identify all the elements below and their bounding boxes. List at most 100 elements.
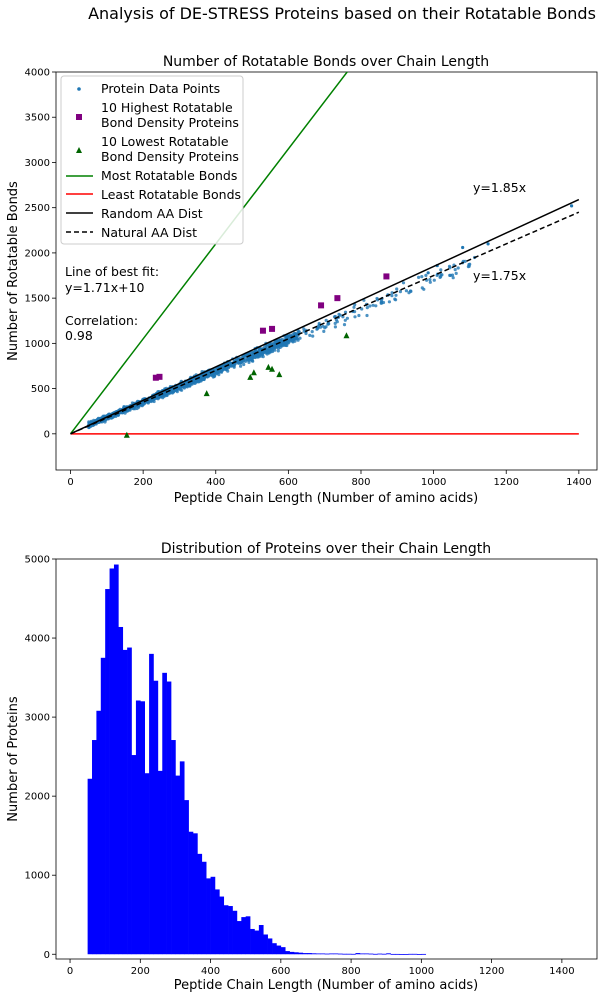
protein-data-point [237, 361, 241, 365]
protein-data-point [357, 313, 361, 318]
scatter-axes-frame [55, 71, 598, 471]
protein-data-point [298, 336, 302, 340]
lowest-density-marker [247, 373, 254, 380]
protein-data-point [428, 280, 432, 284]
histogram-bar [131, 755, 137, 955]
legend-dot-marker [77, 87, 81, 91]
histogram-bar [113, 564, 119, 955]
y-tick-label: 2000 [25, 248, 50, 259]
protein-data-point [417, 275, 421, 279]
protein-data-point [256, 355, 260, 359]
histogram-bar [351, 953, 356, 955]
protein-data-point [267, 347, 271, 351]
legend-label: Least Rotatable Bonds [101, 187, 241, 202]
legend-item-natural: Natural AA Dist [66, 225, 197, 240]
histogram-bar [373, 953, 378, 955]
protein-data-point [89, 420, 93, 424]
scatter-plot: Number of Rotatable Bonds over Chain Len… [6, 54, 598, 506]
reference-line [70, 211, 580, 435]
histogram-bar [166, 681, 172, 955]
protein-data-point [324, 325, 328, 329]
fit-equation: y=1.71x+10 [65, 280, 145, 295]
scatter-y-label: Number of Rotatable Bonds [6, 181, 21, 361]
protein-data-point [246, 358, 250, 362]
protein-data-point [260, 353, 265, 357]
protein-data-point [365, 306, 369, 310]
protein-data-point [333, 325, 337, 329]
scatter-x-ticks: 0 200 400 600 800 1000 1200 1400 [67, 470, 592, 488]
histogram-bar [228, 906, 233, 955]
highest-density-marker [259, 327, 266, 334]
protein-data-point [467, 264, 471, 268]
protein-data-point [343, 310, 348, 314]
histogram-bar [311, 953, 317, 955]
histogram-bar [267, 938, 273, 955]
x-tick-label: 0 [67, 966, 73, 977]
scatter-x-label: Peptide Chain Length (Number of amino ac… [174, 491, 478, 506]
histogram-bar [421, 953, 427, 955]
legend-item-random: Random AA Dist [66, 206, 203, 221]
protein-data-point [228, 361, 232, 365]
histogram-bar [210, 876, 216, 955]
histogram-bar [179, 761, 185, 955]
histogram-bar [263, 934, 268, 955]
lowest-density-marker [250, 369, 257, 376]
protein-data-point [188, 384, 192, 388]
y-tick-label: 2000 [25, 792, 50, 803]
protein-data-point [394, 293, 398, 297]
protein-data-point [439, 268, 443, 272]
protein-data-point [302, 327, 306, 331]
protein-data-point [345, 316, 349, 320]
histogram-bar [254, 930, 260, 955]
legend-box [60, 75, 244, 245]
legend-label: 10 Lowest Rotatable Bond Density Protein… [101, 134, 239, 164]
protein-data-point [276, 349, 280, 353]
protein-data-point [287, 335, 291, 339]
histogram-bar [206, 878, 211, 955]
histogram-bar [364, 953, 369, 955]
protein-data-point [318, 325, 323, 329]
y-tick-label: 2500 [25, 203, 50, 214]
histogram-bar [245, 916, 251, 955]
x-tick-label: 1400 [566, 477, 591, 488]
histogram-bar [280, 947, 286, 955]
protein-data-point [310, 330, 314, 334]
x-tick-label: 200 [131, 966, 150, 977]
histogram-bar [276, 945, 282, 955]
scatter-title: Number of Rotatable Bonds over Chain Len… [163, 54, 489, 70]
histogram-bar [416, 954, 422, 955]
histogram-bar [307, 953, 312, 955]
histogram-bar [219, 896, 225, 955]
protein-data-point [242, 362, 246, 367]
histogram-bar [201, 861, 207, 955]
upper-line-label: y=1.85x [473, 180, 526, 195]
histogram-bar [135, 700, 141, 955]
histogram-bar [408, 953, 413, 955]
histogram-bar [315, 953, 321, 955]
correlation-value: 0.98 [65, 328, 93, 343]
legend-label: 10 Highest Rotatable Bond Density Protei… [101, 100, 239, 130]
protein-data-point [390, 294, 394, 298]
lowest-density-marker [203, 390, 210, 397]
legend-item-least: Least Rotatable Bonds [66, 187, 241, 202]
x-tick-label: 1400 [549, 966, 574, 977]
protein-data-point [420, 275, 424, 279]
x-tick-label: 1000 [421, 477, 446, 488]
protein-data-point [272, 341, 276, 346]
protein-data-point [352, 305, 356, 309]
histogram-bar [153, 680, 159, 955]
protein-data-point [360, 307, 364, 311]
protein-data-point [447, 264, 452, 268]
histogram-plot: Distribution of Proteins over their Chai… [6, 541, 598, 993]
histogram-bar [157, 770, 163, 955]
histogram-bar [140, 701, 145, 955]
protein-data-point [449, 273, 453, 277]
y-tick-label: 0 [44, 429, 50, 440]
histogram-bar [390, 953, 396, 955]
histogram-bar [342, 953, 347, 955]
histogram-x-label: Peptide Chain Length (Number of amino ac… [174, 978, 478, 993]
protein-data-point [211, 372, 215, 377]
protein-data-point [284, 341, 288, 345]
protein-data-point [461, 245, 465, 250]
histogram-bar [337, 953, 343, 955]
